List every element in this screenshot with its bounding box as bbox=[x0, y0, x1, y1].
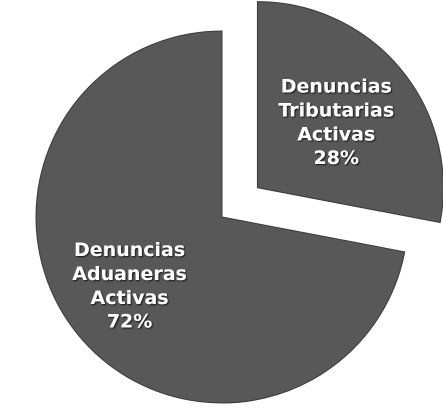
category-label: Denuncias Aduaneras Activas bbox=[72, 238, 187, 308]
value-label: 28% bbox=[314, 147, 359, 169]
pie-slice bbox=[256, 1, 443, 224]
category-label: Denuncias Tributarias Activas bbox=[278, 75, 394, 145]
pie-slice bbox=[35, 30, 406, 404]
value-label: 72% bbox=[107, 310, 152, 332]
